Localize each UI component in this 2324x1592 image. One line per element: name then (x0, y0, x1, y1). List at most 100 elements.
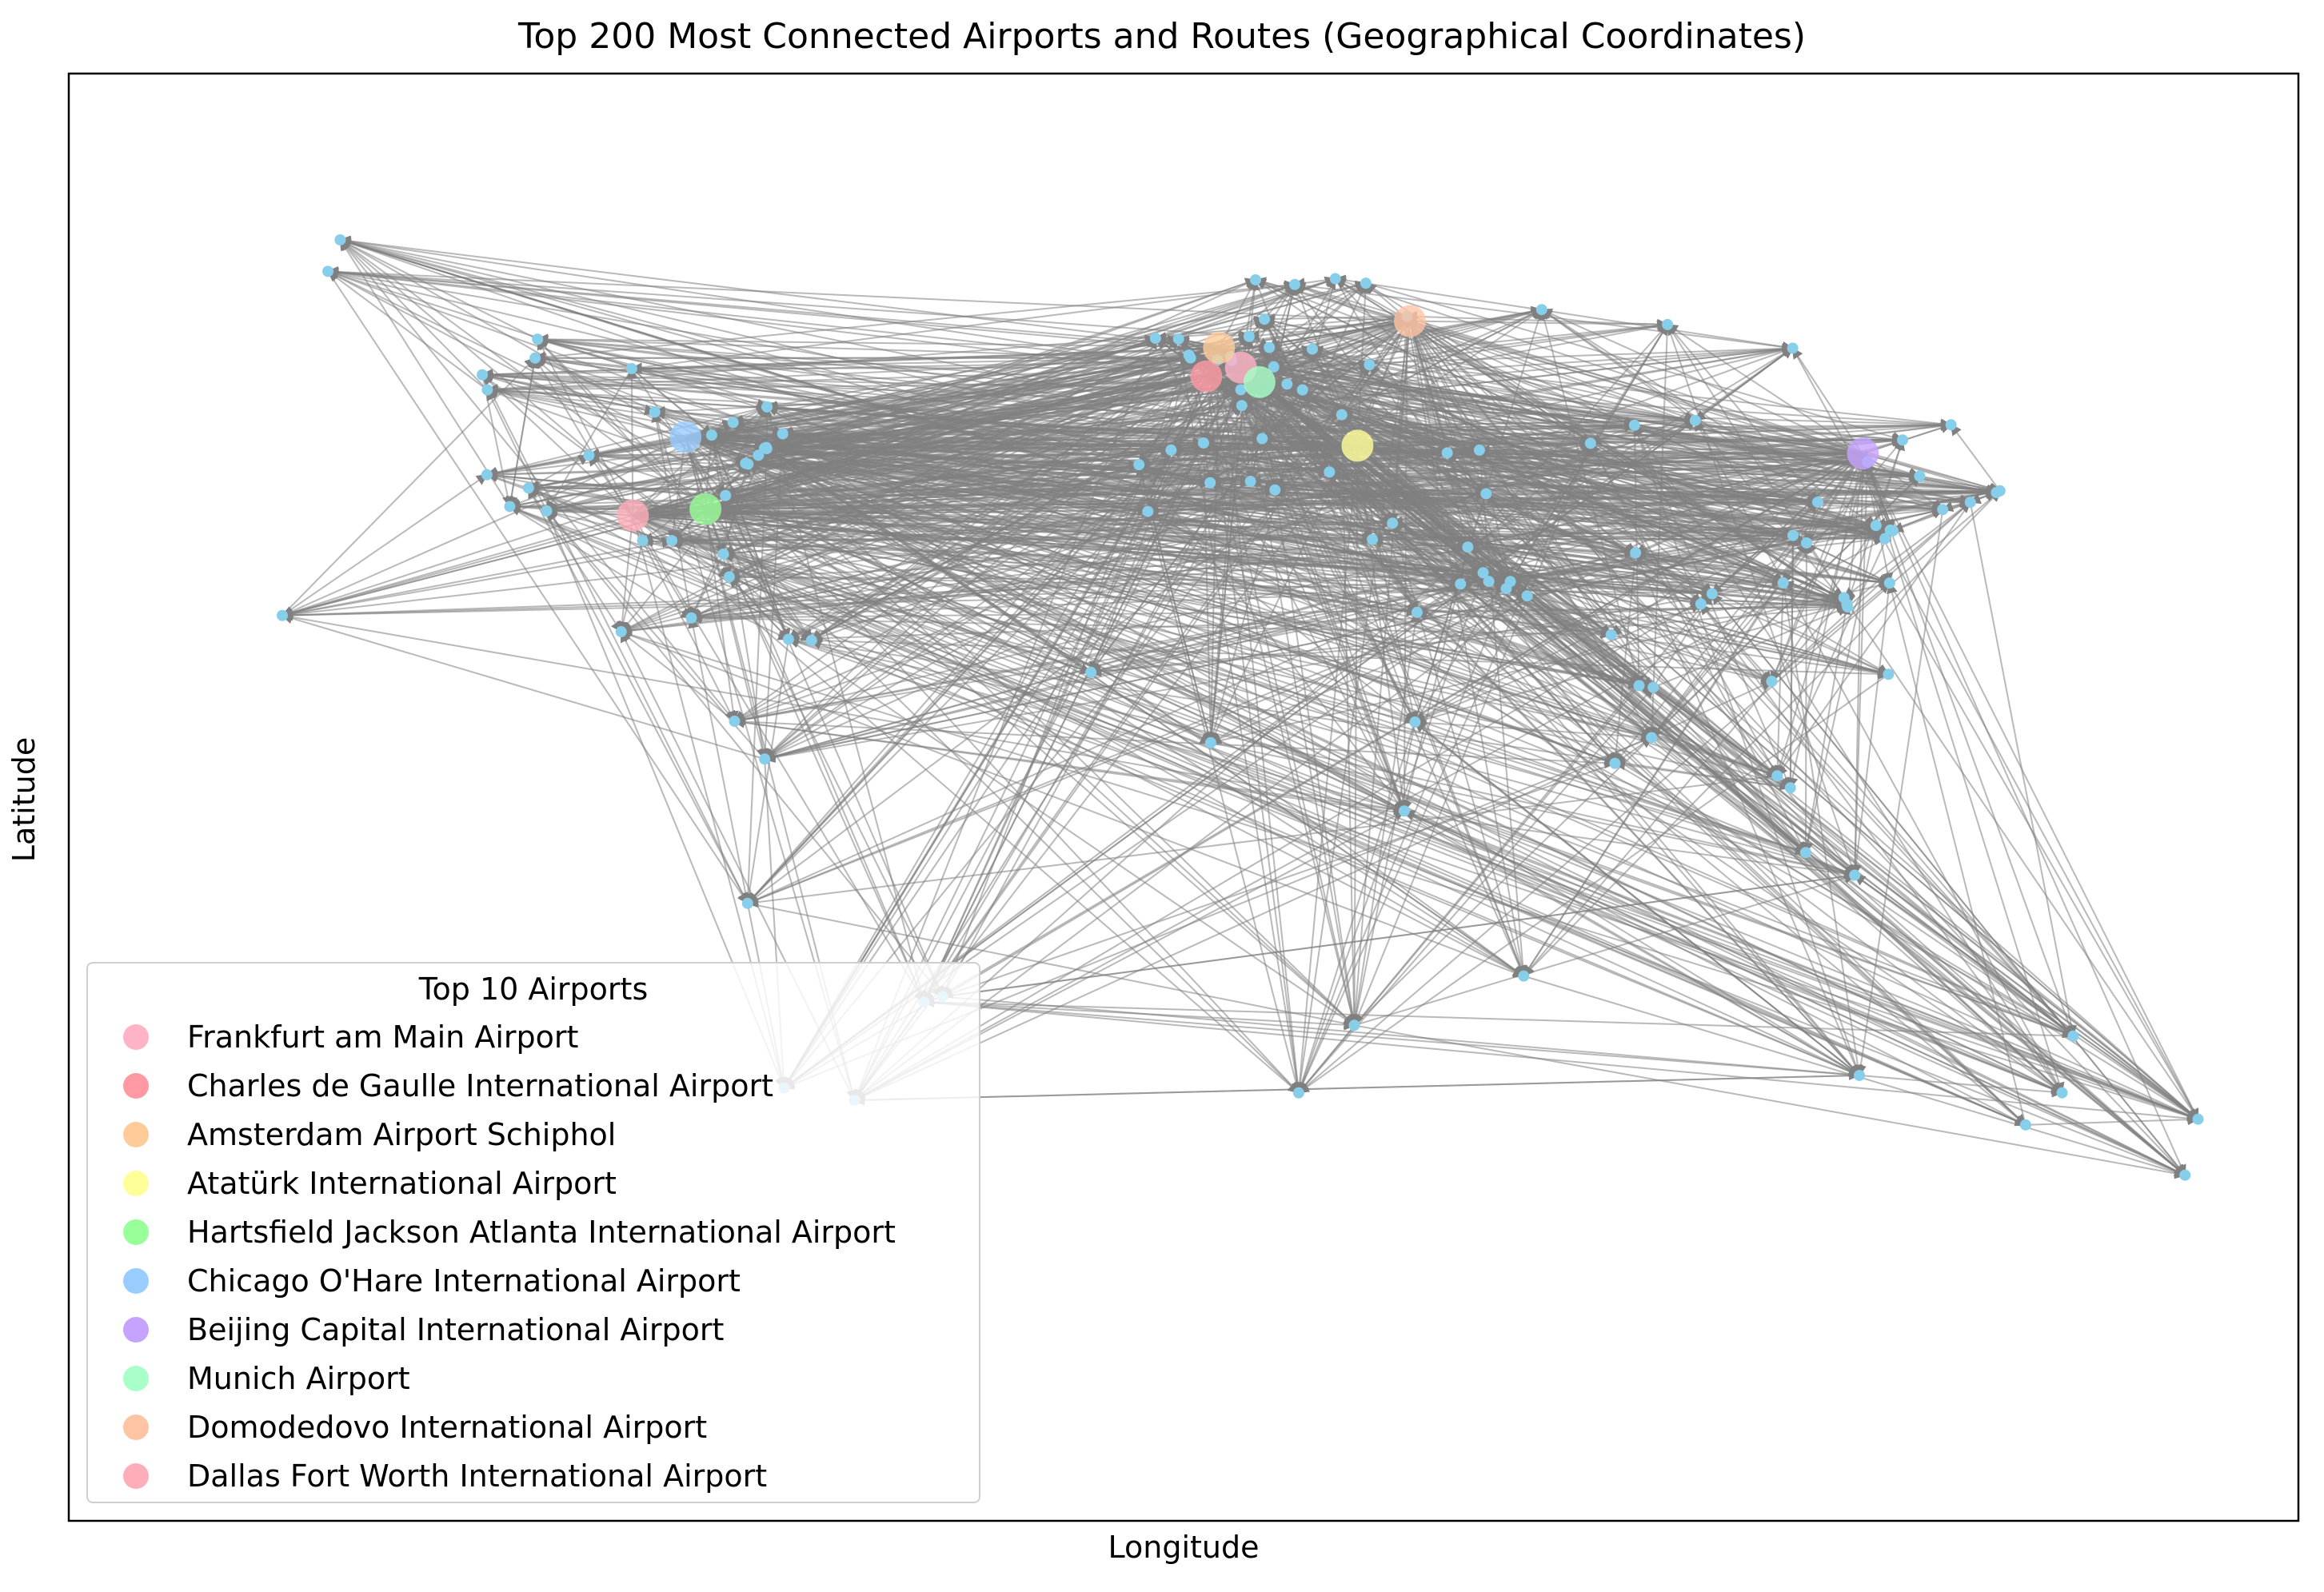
route-edge (1353, 475, 1921, 1027)
route-edge (326, 266, 1695, 421)
airport-node (1784, 782, 1796, 794)
route-edge (534, 357, 1640, 688)
route-edge (1147, 510, 1861, 1076)
airport-node (1787, 342, 1799, 354)
route-edge (1154, 337, 1405, 812)
route-edge (1862, 453, 2075, 1038)
legend-marker (123, 1414, 149, 1440)
route-edge (728, 424, 1951, 581)
airport-node (761, 401, 773, 413)
route-edge (1090, 487, 2002, 673)
airport-node (1367, 533, 1379, 545)
airport-node (615, 626, 627, 638)
legend-label: Beijing Capital International Airport (187, 1312, 725, 1347)
route-edge (1148, 485, 1276, 513)
route-edge (1169, 347, 1793, 454)
airport-node (759, 753, 771, 765)
route-edge (1354, 872, 1856, 1027)
route-edge (1275, 435, 1904, 491)
airport-node (276, 609, 288, 621)
route-edge (536, 336, 1211, 484)
route-edge (1147, 510, 2074, 1037)
airport-node (1411, 606, 1423, 618)
legend-label: Amsterdam Airport Schiphol (187, 1117, 617, 1152)
route-edge (1867, 461, 2186, 1176)
route-edge (1862, 453, 2199, 1120)
route-edge (1144, 510, 1300, 1094)
airport-node (1172, 333, 1184, 345)
route-edge (1353, 611, 1421, 1026)
route-edge (924, 1001, 1861, 1080)
route-edge (1147, 510, 1792, 789)
route-edge (923, 996, 2074, 1037)
route-edge (537, 338, 1613, 638)
route-edge (281, 436, 686, 617)
route-edge (326, 266, 1370, 366)
route-edge (631, 367, 1331, 477)
route-edge (1261, 437, 1807, 853)
route-edge (481, 374, 749, 905)
airport-node (805, 634, 817, 646)
route-edge (708, 433, 727, 496)
route-edge (1854, 874, 2199, 1120)
route-edge (632, 515, 925, 1003)
route-edge (787, 442, 1591, 643)
route-edge (787, 603, 1847, 645)
route-edge (282, 473, 489, 616)
airport-node (1521, 590, 1533, 602)
route-edge (743, 639, 789, 905)
legend-item: Amsterdam Airport Schiphol (123, 1111, 616, 1159)
airport-node (1883, 668, 1895, 680)
route-edge (651, 410, 693, 618)
legend-marker (123, 1317, 149, 1343)
route-edge (1340, 411, 1886, 540)
route-edge (1409, 321, 1480, 452)
legend-item: Chicago O'Hare International Airport (123, 1257, 741, 1305)
route-edge (1969, 501, 2077, 1038)
airport-node (1800, 537, 1812, 549)
route-edge (340, 238, 1276, 493)
airport-node (522, 482, 534, 494)
route-edge (1391, 517, 1807, 545)
route-edge (545, 509, 765, 760)
legend-label: Frankfurt am Main Airport (187, 1019, 579, 1055)
route-edge (534, 357, 2074, 1038)
airport-node (1197, 437, 1209, 449)
airport-node (637, 535, 649, 547)
route-edge (327, 270, 749, 904)
airport-node (1787, 529, 1799, 541)
airport-node (1462, 541, 1474, 553)
route-edge (1775, 461, 1868, 777)
airport-node (541, 505, 553, 517)
route-edge (485, 405, 768, 478)
route-edge (631, 280, 1296, 369)
route-edge (1782, 582, 1863, 1077)
airport-node (723, 571, 735, 583)
airport-node (1409, 716, 1421, 728)
route-edge (1311, 348, 1847, 605)
airport-node (334, 233, 346, 245)
legend-marker (123, 1463, 149, 1489)
airport-node (1473, 444, 1485, 456)
airport-node (1264, 341, 1276, 353)
route-edge (1652, 687, 1807, 854)
route-edge (536, 334, 1971, 504)
airport-node (1945, 419, 1957, 431)
route-edge (1414, 323, 1668, 723)
airport-node (1897, 434, 1909, 446)
route-edge (1414, 603, 1847, 725)
airport-nodes (276, 233, 2204, 1181)
route-edge (733, 716, 1855, 876)
route-edge (1891, 501, 1971, 533)
airport-node (1296, 384, 1308, 396)
route-edge (545, 508, 1416, 723)
route-edge (1800, 541, 1812, 853)
route-edge (1209, 345, 1794, 484)
airport-node (1689, 414, 1701, 426)
airport-node (1706, 588, 1718, 600)
legend-label: Atatürk International Airport (187, 1166, 617, 1201)
top-airport-node (1393, 305, 1426, 337)
airport-node (1204, 477, 1216, 489)
route-edge (537, 338, 1233, 366)
